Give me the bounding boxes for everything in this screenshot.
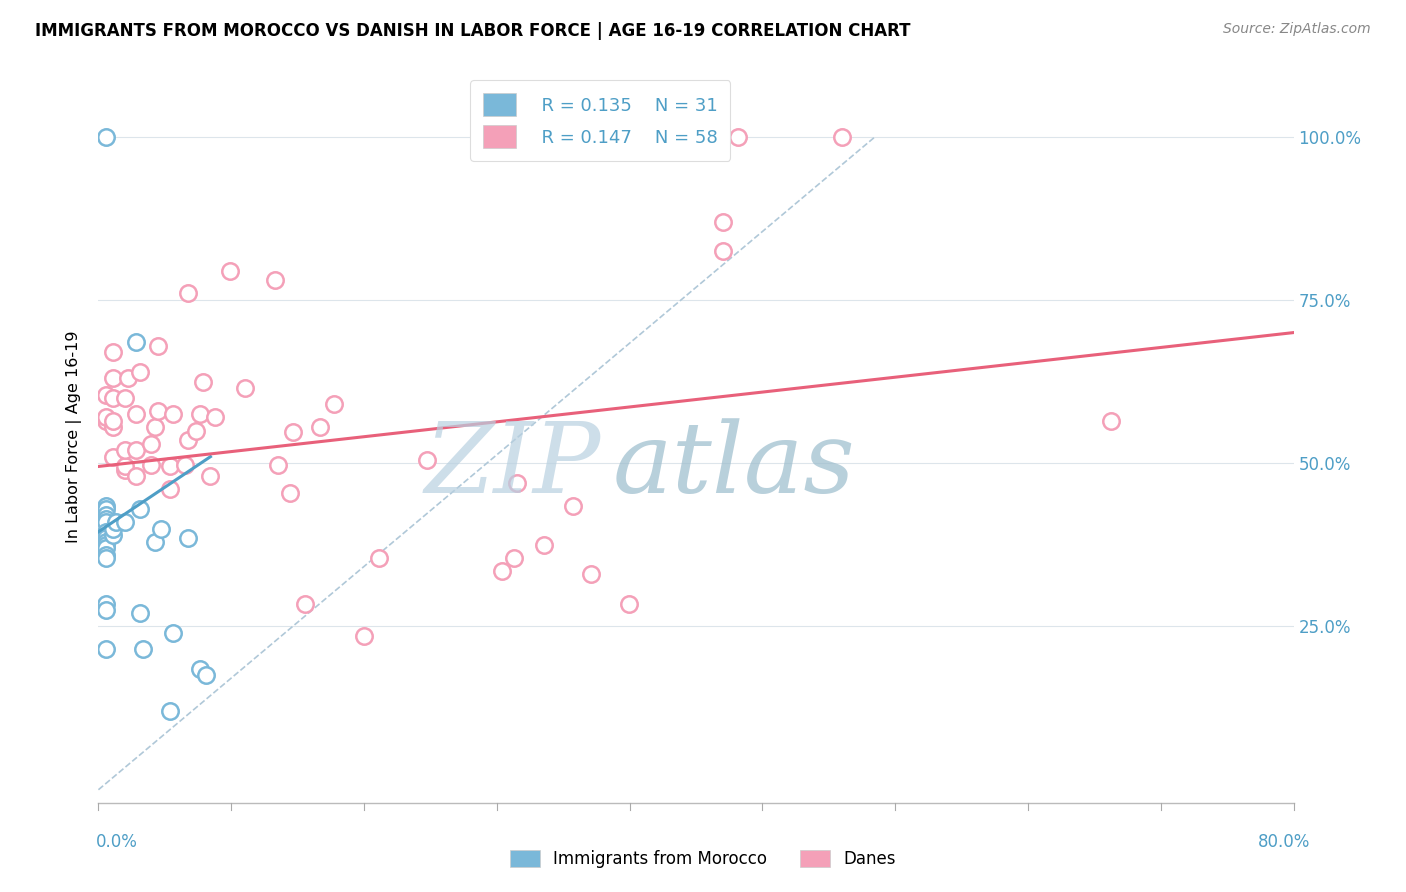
Point (294, 597, 316, 611)
Point (581, 567, 603, 582)
Point (94, 642, 117, 657)
Y-axis label: In Labor Force | Age 16-19: In Labor Force | Age 16-19 (66, 331, 83, 543)
Point (711, 244, 734, 258)
Point (132, 642, 155, 657)
Point (114, 463, 136, 477)
Point (103, 420, 125, 434)
Point (219, 263, 242, 277)
Point (162, 626, 184, 640)
Point (368, 550, 391, 565)
Point (94, 524, 117, 539)
Point (159, 459, 181, 474)
Point (188, 662, 211, 676)
Text: ZIP: ZIP (425, 418, 600, 514)
Point (184, 424, 207, 438)
Point (94, 508, 117, 523)
Point (177, 286, 200, 301)
Text: 80.0%: 80.0% (1258, 833, 1310, 851)
Point (143, 420, 166, 434)
Point (94, 603, 117, 617)
Point (1099, 414, 1122, 428)
Point (159, 483, 181, 497)
Point (263, 273, 285, 287)
Point (94, 499, 117, 513)
Point (617, 597, 640, 611)
Point (353, 629, 375, 643)
Legend: Immigrants from Morocco, Danes: Immigrants from Morocco, Danes (503, 843, 903, 875)
Point (94, 531, 117, 545)
Point (416, 453, 439, 467)
Point (267, 458, 290, 472)
Point (94, 512, 117, 526)
Point (125, 407, 148, 421)
Text: atlas: atlas (613, 418, 855, 514)
Point (148, 339, 170, 353)
Point (125, 335, 148, 350)
Point (129, 607, 152, 621)
Point (103, 391, 125, 405)
Point (94, 515, 117, 529)
Point (139, 458, 162, 472)
Point (177, 531, 200, 545)
Point (94, 541, 117, 555)
Point (308, 420, 330, 434)
Point (162, 407, 184, 421)
Point (94, 414, 117, 428)
Point (177, 434, 200, 448)
Point (191, 375, 214, 389)
Point (204, 410, 226, 425)
Point (188, 407, 211, 421)
Point (139, 436, 162, 450)
Point (94, 410, 117, 425)
Point (200, 469, 222, 483)
Point (129, 365, 152, 379)
Point (159, 705, 181, 719)
Point (562, 499, 585, 513)
Point (233, 381, 256, 395)
Point (94, 550, 117, 565)
Text: IMMIGRANTS FROM MOROCCO VS DANISH IN LABOR FORCE | AGE 16-19 CORRELATION CHART: IMMIGRANTS FROM MOROCCO VS DANISH IN LAB… (35, 22, 911, 40)
Point (129, 502, 152, 516)
Point (94, 534, 117, 549)
Point (94, 597, 117, 611)
Point (143, 534, 166, 549)
Point (831, 129, 853, 144)
Point (323, 397, 346, 411)
Point (491, 564, 513, 578)
Point (278, 485, 301, 500)
Point (114, 391, 136, 405)
Point (103, 521, 125, 535)
Point (94, 502, 117, 516)
Point (94, 548, 117, 562)
Point (103, 414, 125, 428)
Point (125, 469, 148, 483)
Point (114, 459, 136, 474)
Text: Source: ZipAtlas.com: Source: ZipAtlas.com (1223, 22, 1371, 37)
Point (103, 450, 125, 464)
Point (103, 345, 125, 359)
Point (103, 371, 125, 385)
Point (117, 371, 139, 385)
Point (94, 387, 117, 401)
Point (502, 550, 524, 565)
Point (94, 129, 117, 144)
Point (150, 521, 173, 535)
Point (103, 528, 125, 542)
Point (105, 515, 128, 529)
Point (195, 668, 218, 682)
Point (506, 475, 529, 490)
Point (94, 538, 117, 552)
Point (114, 515, 136, 529)
Point (727, 129, 749, 144)
Point (711, 214, 734, 228)
Point (174, 458, 197, 472)
Legend:   R = 0.135    N = 31,   R = 0.147    N = 58: R = 0.135 N = 31, R = 0.147 N = 58 (471, 80, 730, 161)
Point (125, 443, 148, 458)
Point (533, 538, 555, 552)
Text: 0.0%: 0.0% (96, 833, 138, 851)
Point (114, 443, 136, 458)
Point (148, 404, 170, 418)
Point (281, 425, 304, 439)
